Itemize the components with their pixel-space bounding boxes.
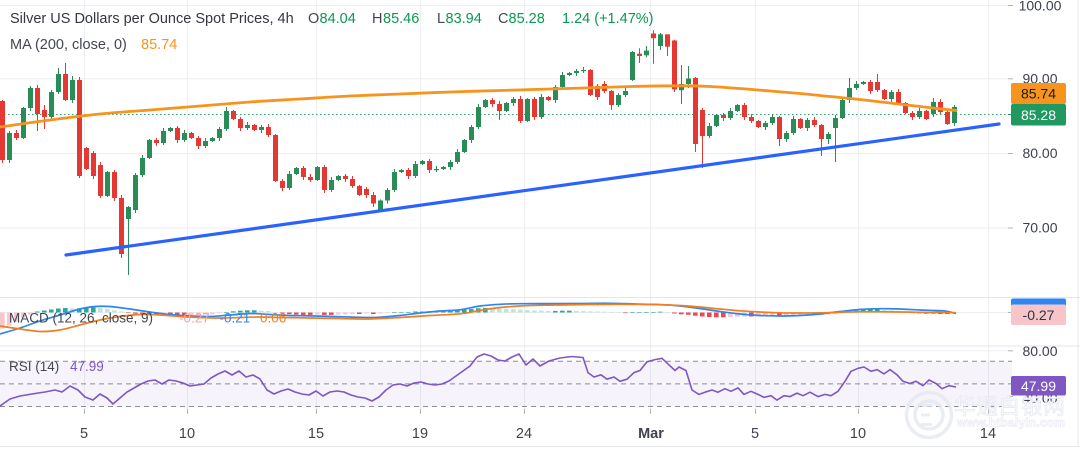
svg-text:85.28: 85.28 [509, 11, 545, 27]
svg-text:100.00: 100.00 [1019, 0, 1062, 14]
svg-text:19: 19 [412, 426, 428, 442]
svg-text:华通白银网: 华通白银网 [954, 395, 1066, 419]
svg-text:85.46: 85.46 [383, 11, 419, 27]
svg-text:47.99: 47.99 [1021, 378, 1056, 394]
svg-text:MACD (12, 26, close, 9): MACD (12, 26, close, 9) [9, 311, 153, 326]
svg-text:-0.27: -0.27 [179, 311, 210, 326]
svg-text:0.06: 0.06 [260, 311, 286, 326]
svg-text:O: O [308, 11, 319, 27]
svg-text:RSI (14): RSI (14) [9, 359, 59, 374]
svg-text:70.00: 70.00 [1022, 220, 1057, 236]
svg-text:10: 10 [850, 426, 866, 442]
svg-text:85.74: 85.74 [1021, 86, 1056, 102]
svg-text:L: L [437, 11, 445, 27]
svg-text:www.htbaiyin.com: www.htbaiyin.com [956, 416, 1065, 430]
svg-text:80.00: 80.00 [1022, 343, 1057, 359]
svg-text:5: 5 [751, 426, 759, 442]
svg-text:90.00: 90.00 [1022, 70, 1057, 86]
svg-text:H: H [372, 11, 382, 27]
svg-text:MA (200, close, 0): MA (200, close, 0) [10, 37, 127, 53]
svg-text:-0.21: -0.21 [220, 311, 251, 326]
svg-text:47.99: 47.99 [70, 359, 104, 374]
svg-text:C: C [498, 11, 508, 27]
svg-text:83.94: 83.94 [446, 11, 482, 27]
svg-text:1.24 (+1.47%): 1.24 (+1.47%) [562, 11, 654, 27]
svg-text:5: 5 [80, 426, 88, 442]
svg-text:24: 24 [516, 426, 532, 442]
svg-text:85.28: 85.28 [1021, 107, 1056, 123]
svg-text:Silver US Dollars per Ounce Sp: Silver US Dollars per Ounce Spot Prices,… [10, 11, 294, 27]
svg-text:15: 15 [308, 426, 324, 442]
svg-text:80.00: 80.00 [1022, 145, 1057, 161]
svg-text:85.74: 85.74 [141, 37, 177, 53]
svg-text:-0.27: -0.27 [1023, 307, 1055, 323]
svg-text:10: 10 [179, 426, 195, 442]
svg-text:84.04: 84.04 [320, 11, 356, 27]
svg-text:14: 14 [980, 426, 996, 442]
svg-text:Mar: Mar [638, 426, 664, 442]
